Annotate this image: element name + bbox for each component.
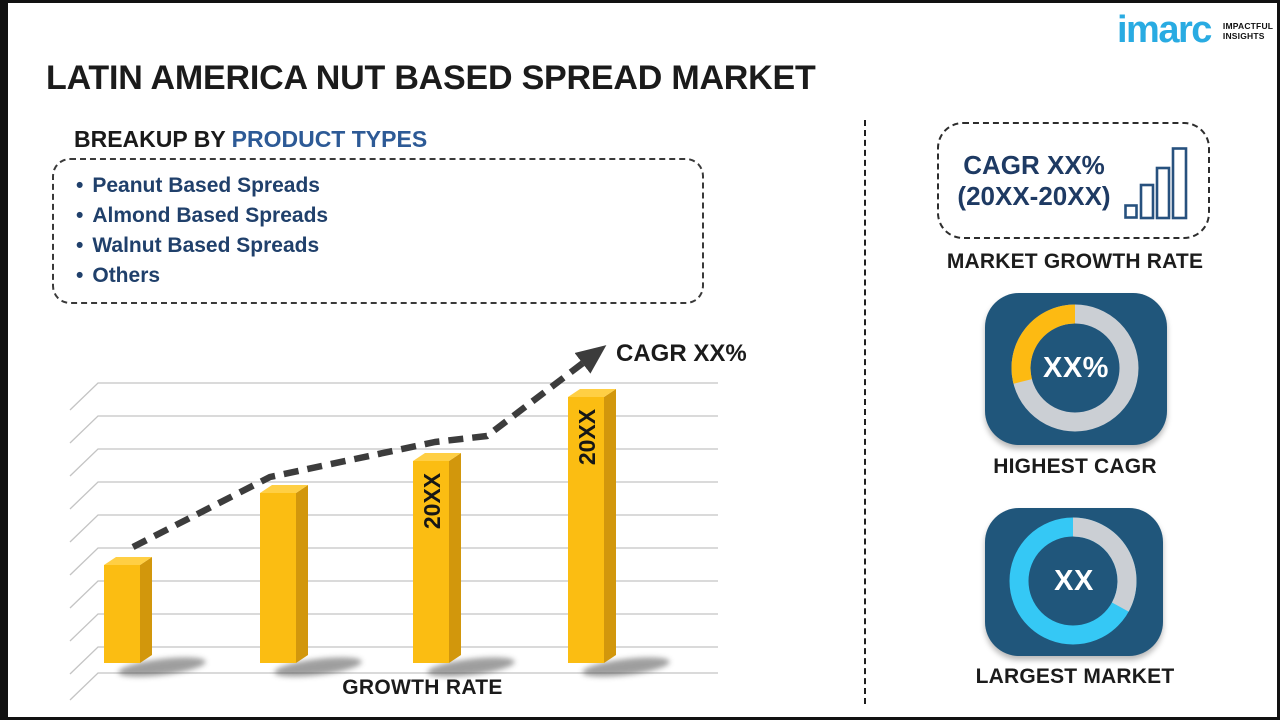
growth-bars-icon — [1123, 146, 1187, 219]
page-title: LATIN AMERICA NUT BASED SPREAD MARKET — [46, 59, 816, 97]
grid-line — [69, 646, 718, 675]
breakup-heading-prefix: BREAKUP BY — [74, 126, 232, 152]
growth-box-line2: (20XX-20XX) — [957, 180, 1111, 211]
bar-top-face — [260, 485, 308, 493]
grid-line — [69, 672, 718, 701]
growth-box-line1: CAGR XX% — [963, 149, 1105, 180]
list-item: • Others — [76, 261, 702, 291]
donut-arc — [1011, 304, 1076, 384]
bar-shadow — [274, 657, 362, 677]
largest-market-donut-chart — [1009, 517, 1137, 645]
bullet-icon: • — [76, 174, 84, 197]
grid-line — [69, 448, 718, 477]
bar-shadow — [118, 657, 206, 677]
imarc-logo: imarc IMPACTFUL INSIGHTS — [1117, 8, 1273, 58]
bars: 20XX 20XX — [104, 389, 616, 663]
bar-top-face — [413, 453, 461, 461]
bar-shadow — [427, 657, 515, 677]
grid-line — [69, 580, 718, 609]
growth-box-text: CAGR XX% (20XX-20XX) — [957, 150, 1110, 212]
list-item-label: Walnut Based Spreads — [92, 234, 320, 257]
grid-lines — [69, 382, 718, 701]
logo-brand-text: imarc — [1117, 9, 1212, 51]
logo-tagline: IMPACTFUL INSIGHTS — [1223, 21, 1273, 41]
list-item: • Almond Based Spreads — [76, 201, 702, 231]
trend-cagr-label: CAGR XX% — [616, 340, 747, 367]
product-types-box: • Peanut Based Spreads • Almond Based Spre… — [52, 158, 704, 304]
breakup-heading: BREAKUP BY PRODUCT TYPES — [74, 126, 427, 153]
list-item: • Peanut Based Spreads — [76, 171, 702, 201]
bar-front-face — [260, 493, 296, 663]
list-item-label: Peanut Based Spreads — [92, 174, 320, 197]
highest-cagr-donut-chart — [1011, 304, 1139, 432]
trend-line — [131, 345, 607, 550]
bar-2 — [260, 485, 308, 663]
bar-front-face — [104, 565, 140, 663]
growth-bar-chart: 20XX 20XX — [69, 345, 718, 701]
list-item: • Walnut Based Spreads — [76, 231, 702, 261]
bar-top-face — [568, 389, 616, 397]
logo-tagline-line2: INSIGHTS — [1222, 31, 1265, 41]
frame-bottom-line — [0, 717, 1280, 720]
bar-front-face — [413, 461, 449, 663]
bullet-icon: • — [76, 264, 84, 287]
bar-year-label: 20XX — [419, 472, 445, 529]
grid-line — [69, 514, 718, 543]
bar-side-face — [604, 389, 616, 663]
bar-top-face — [104, 557, 152, 565]
grid-line — [69, 481, 718, 510]
donut-arc — [1072, 517, 1137, 612]
breakup-heading-highlight: PRODUCT TYPES — [231, 126, 428, 152]
largest-market-value: XX — [1054, 565, 1094, 597]
bar-shadows — [118, 657, 670, 677]
bar-shadow — [582, 657, 670, 677]
market-growth-caption: MARKET GROWTH RATE — [946, 250, 1204, 273]
largest-market-caption: LARGEST MARKET — [975, 665, 1175, 688]
frame-left-bar — [0, 0, 8, 720]
bar-year-label: 20XX — [574, 408, 600, 465]
logo-tagline-line1: IMPACTFUL — [1222, 21, 1274, 31]
grid-line — [69, 415, 718, 444]
market-growth-box: CAGR XX% (20XX-20XX) — [937, 122, 1210, 239]
highest-cagr-caption: HIGHEST CAGR — [993, 455, 1157, 478]
list-item-label: Others — [92, 264, 161, 287]
largest-market-tile: XX — [985, 508, 1163, 656]
highest-cagr-value: XX% — [1043, 352, 1109, 384]
chart-x-axis-label: GROWTH RATE — [342, 676, 503, 699]
bar-side-face — [296, 485, 308, 663]
grid-line — [69, 382, 718, 411]
frame-right-line — [1277, 0, 1280, 720]
bar-front-face — [568, 397, 604, 663]
bullet-icon: • — [76, 234, 84, 257]
highest-cagr-tile: XX% — [985, 293, 1167, 445]
list-item-label: Almond Based Spreads — [92, 204, 329, 227]
vertical-divider — [864, 120, 866, 704]
bar-side-face — [449, 453, 461, 663]
grid-line — [69, 547, 718, 576]
grid-line — [69, 613, 718, 642]
frame-top-line — [0, 0, 1280, 3]
bullet-icon: • — [76, 204, 84, 227]
bar-1 — [104, 557, 152, 663]
bar-4: 20XX — [568, 389, 616, 663]
bar-side-face — [140, 557, 152, 663]
bar-3: 20XX — [413, 453, 461, 663]
